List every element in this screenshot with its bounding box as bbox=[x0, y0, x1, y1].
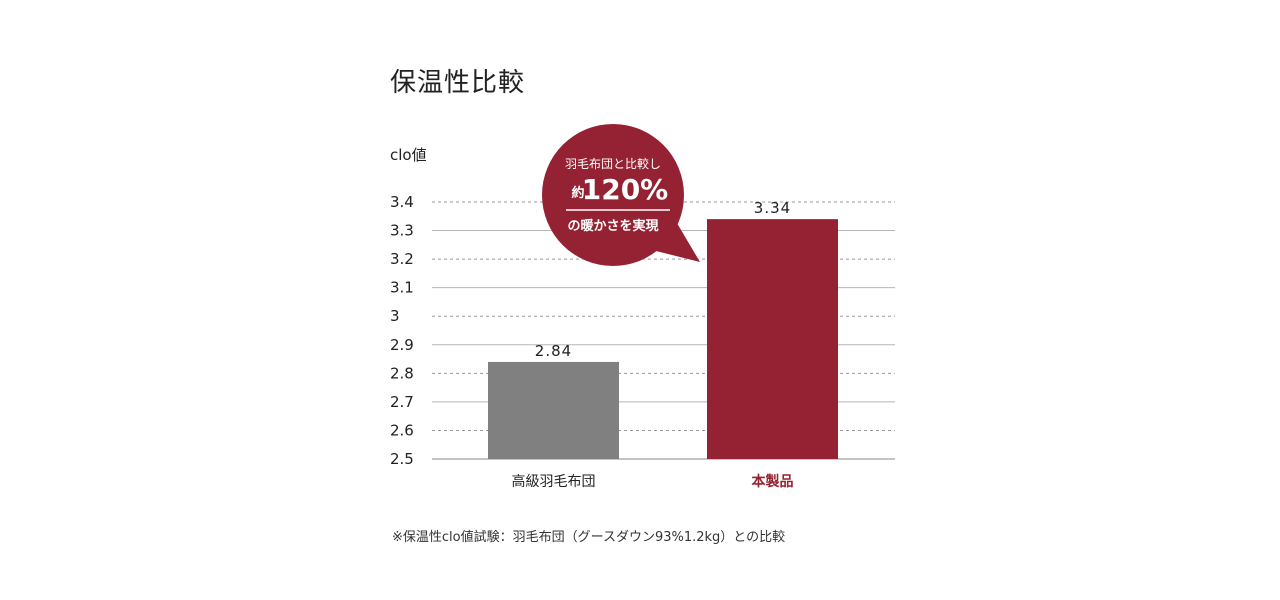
callout-circle bbox=[542, 124, 684, 266]
y-tick-label: 2.6 bbox=[390, 421, 414, 439]
chart-title: 保温性比較 bbox=[390, 68, 526, 98]
y-tick-label: 3.2 bbox=[390, 250, 414, 268]
category-labels: 高級羽毛布団 本製品 bbox=[512, 473, 794, 490]
y-tick-label: 2.5 bbox=[390, 450, 414, 468]
y-tick-label: 2.8 bbox=[390, 364, 414, 382]
y-tick-label: 3 bbox=[390, 307, 400, 325]
y-axis-unit-label: clo値 bbox=[390, 146, 427, 164]
value-labels: 2.84 3.34 bbox=[535, 199, 791, 360]
y-tick-label: 3.1 bbox=[390, 279, 414, 297]
callout-line-3: の暖かさを実現 bbox=[567, 218, 658, 234]
callout-value: 120% bbox=[582, 173, 669, 206]
callout-prefix: 約 bbox=[571, 185, 584, 201]
bar bbox=[707, 219, 838, 459]
y-tick-label: 3.3 bbox=[390, 222, 414, 240]
y-axis-ticks: 2.5 2.6 2.7 2.8 2.9 3 3.1 3.2 3.3 3.4 bbox=[390, 193, 414, 468]
y-tick-label: 3.4 bbox=[390, 193, 414, 211]
bar bbox=[488, 361, 619, 459]
callout-line-1: 羽毛布団と比較し bbox=[565, 156, 661, 171]
footnote: ※保温性clo値試験：羽毛布団（グースダウン93%1.2kg）との比較 bbox=[392, 530, 786, 545]
category-label: 高級羽毛布団 bbox=[512, 473, 596, 490]
bar-value-label: 3.34 bbox=[754, 199, 791, 217]
category-label: 本製品 bbox=[752, 473, 794, 490]
bar-value-label: 2.84 bbox=[535, 342, 572, 360]
y-tick-label: 2.9 bbox=[390, 336, 414, 354]
y-tick-label: 2.7 bbox=[390, 393, 414, 411]
bars bbox=[488, 219, 838, 459]
